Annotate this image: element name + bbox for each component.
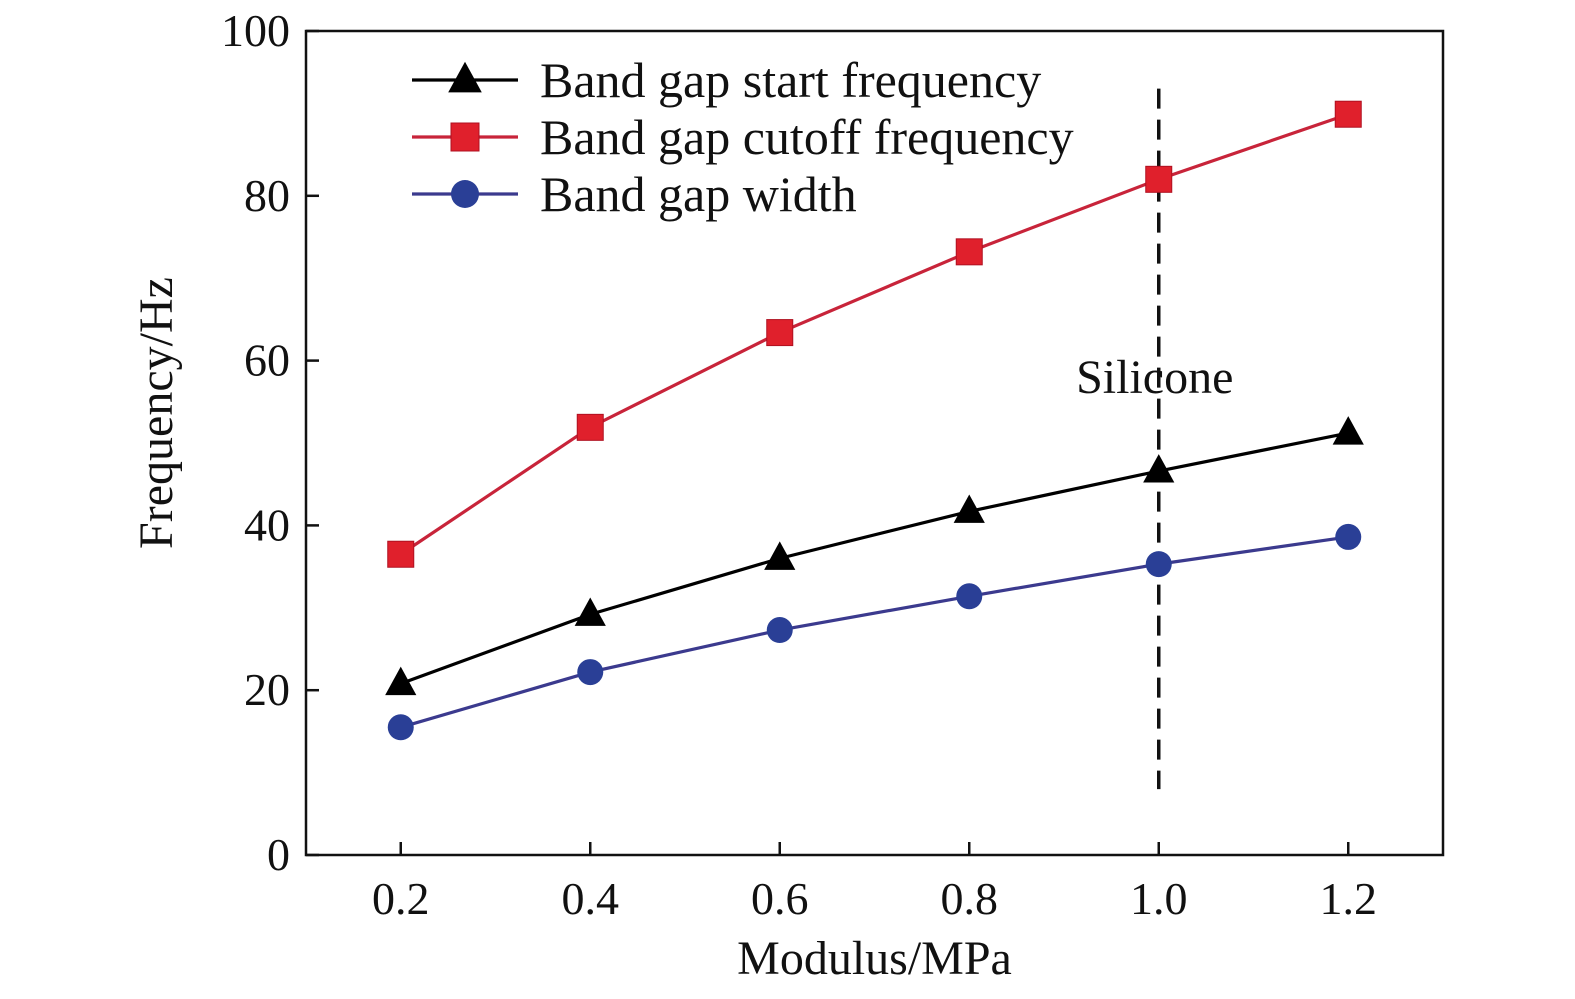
legend-entry-triangle: Band gap start frequency [412, 52, 1041, 108]
series-line-triangle [400, 431, 1349, 686]
series-line-circle [400, 535, 1349, 729]
series-circle [387, 523, 1362, 741]
y-tick-label: 40 [244, 499, 290, 550]
data-point-square [955, 238, 983, 266]
y-tick-label: 80 [244, 170, 290, 221]
data-point-square [1334, 100, 1362, 128]
data-point-circle [1145, 551, 1172, 578]
series-triangle [385, 416, 1364, 696]
series-square [387, 100, 1362, 568]
data-point-triangle [574, 597, 606, 626]
y-axis-title: Frequency/Hz [130, 277, 183, 549]
y-tick-label: 0 [267, 829, 290, 880]
series-layer [385, 100, 1364, 741]
x-tick-label: 0.6 [751, 873, 809, 924]
y-tick-label: 100 [221, 5, 290, 56]
data-point-square [1145, 165, 1173, 193]
series-line-square [399, 112, 1349, 556]
legend-label: Band gap width [540, 166, 857, 222]
data-point-circle [766, 617, 793, 644]
legend-label: Band gap start frequency [540, 52, 1041, 108]
legend-marker-triangle [448, 61, 482, 93]
legend-label: Band gap cutoff frequency [540, 109, 1074, 165]
data-point-triangle [953, 494, 985, 523]
silicone-annotation-label: Silicone [1076, 351, 1233, 404]
legend-entry-circle: Band gap width [412, 166, 857, 222]
x-tick-label: 0.2 [372, 873, 430, 924]
data-point-circle [387, 714, 414, 741]
x-tick-label: 1.2 [1320, 873, 1378, 924]
data-point-triangle [764, 541, 796, 570]
y-tick-label: 60 [244, 335, 290, 386]
data-point-triangle [1332, 416, 1364, 445]
data-point-triangle [385, 666, 417, 696]
legend-marker-circle [451, 180, 479, 208]
x-tick-label: 0.8 [941, 873, 999, 924]
legend-marker-square [450, 122, 480, 152]
x-axis-title: Modulus/MPa [737, 932, 1012, 985]
data-point-square [766, 319, 794, 347]
data-point-circle [956, 583, 983, 610]
x-tick-label: 0.4 [562, 873, 620, 924]
plot-frame [304, 29, 1445, 857]
annotation-layer: Silicone [1076, 88, 1233, 790]
x-tick-label: 1.0 [1130, 873, 1188, 924]
data-point-square [576, 413, 604, 441]
axes-layer: 0 20 40 60 80 100 0.2 0.4 0.6 0.8 1.0 1.2 Modulus/MP… [130, 5, 1445, 985]
data-point-triangle [1143, 454, 1175, 483]
data-point-circle [577, 659, 604, 686]
y-tick-label: 20 [244, 664, 290, 715]
data-point-circle [1335, 523, 1362, 550]
legend-entry-square: Band gap cutoff frequency [412, 109, 1074, 165]
data-point-square [387, 540, 415, 568]
